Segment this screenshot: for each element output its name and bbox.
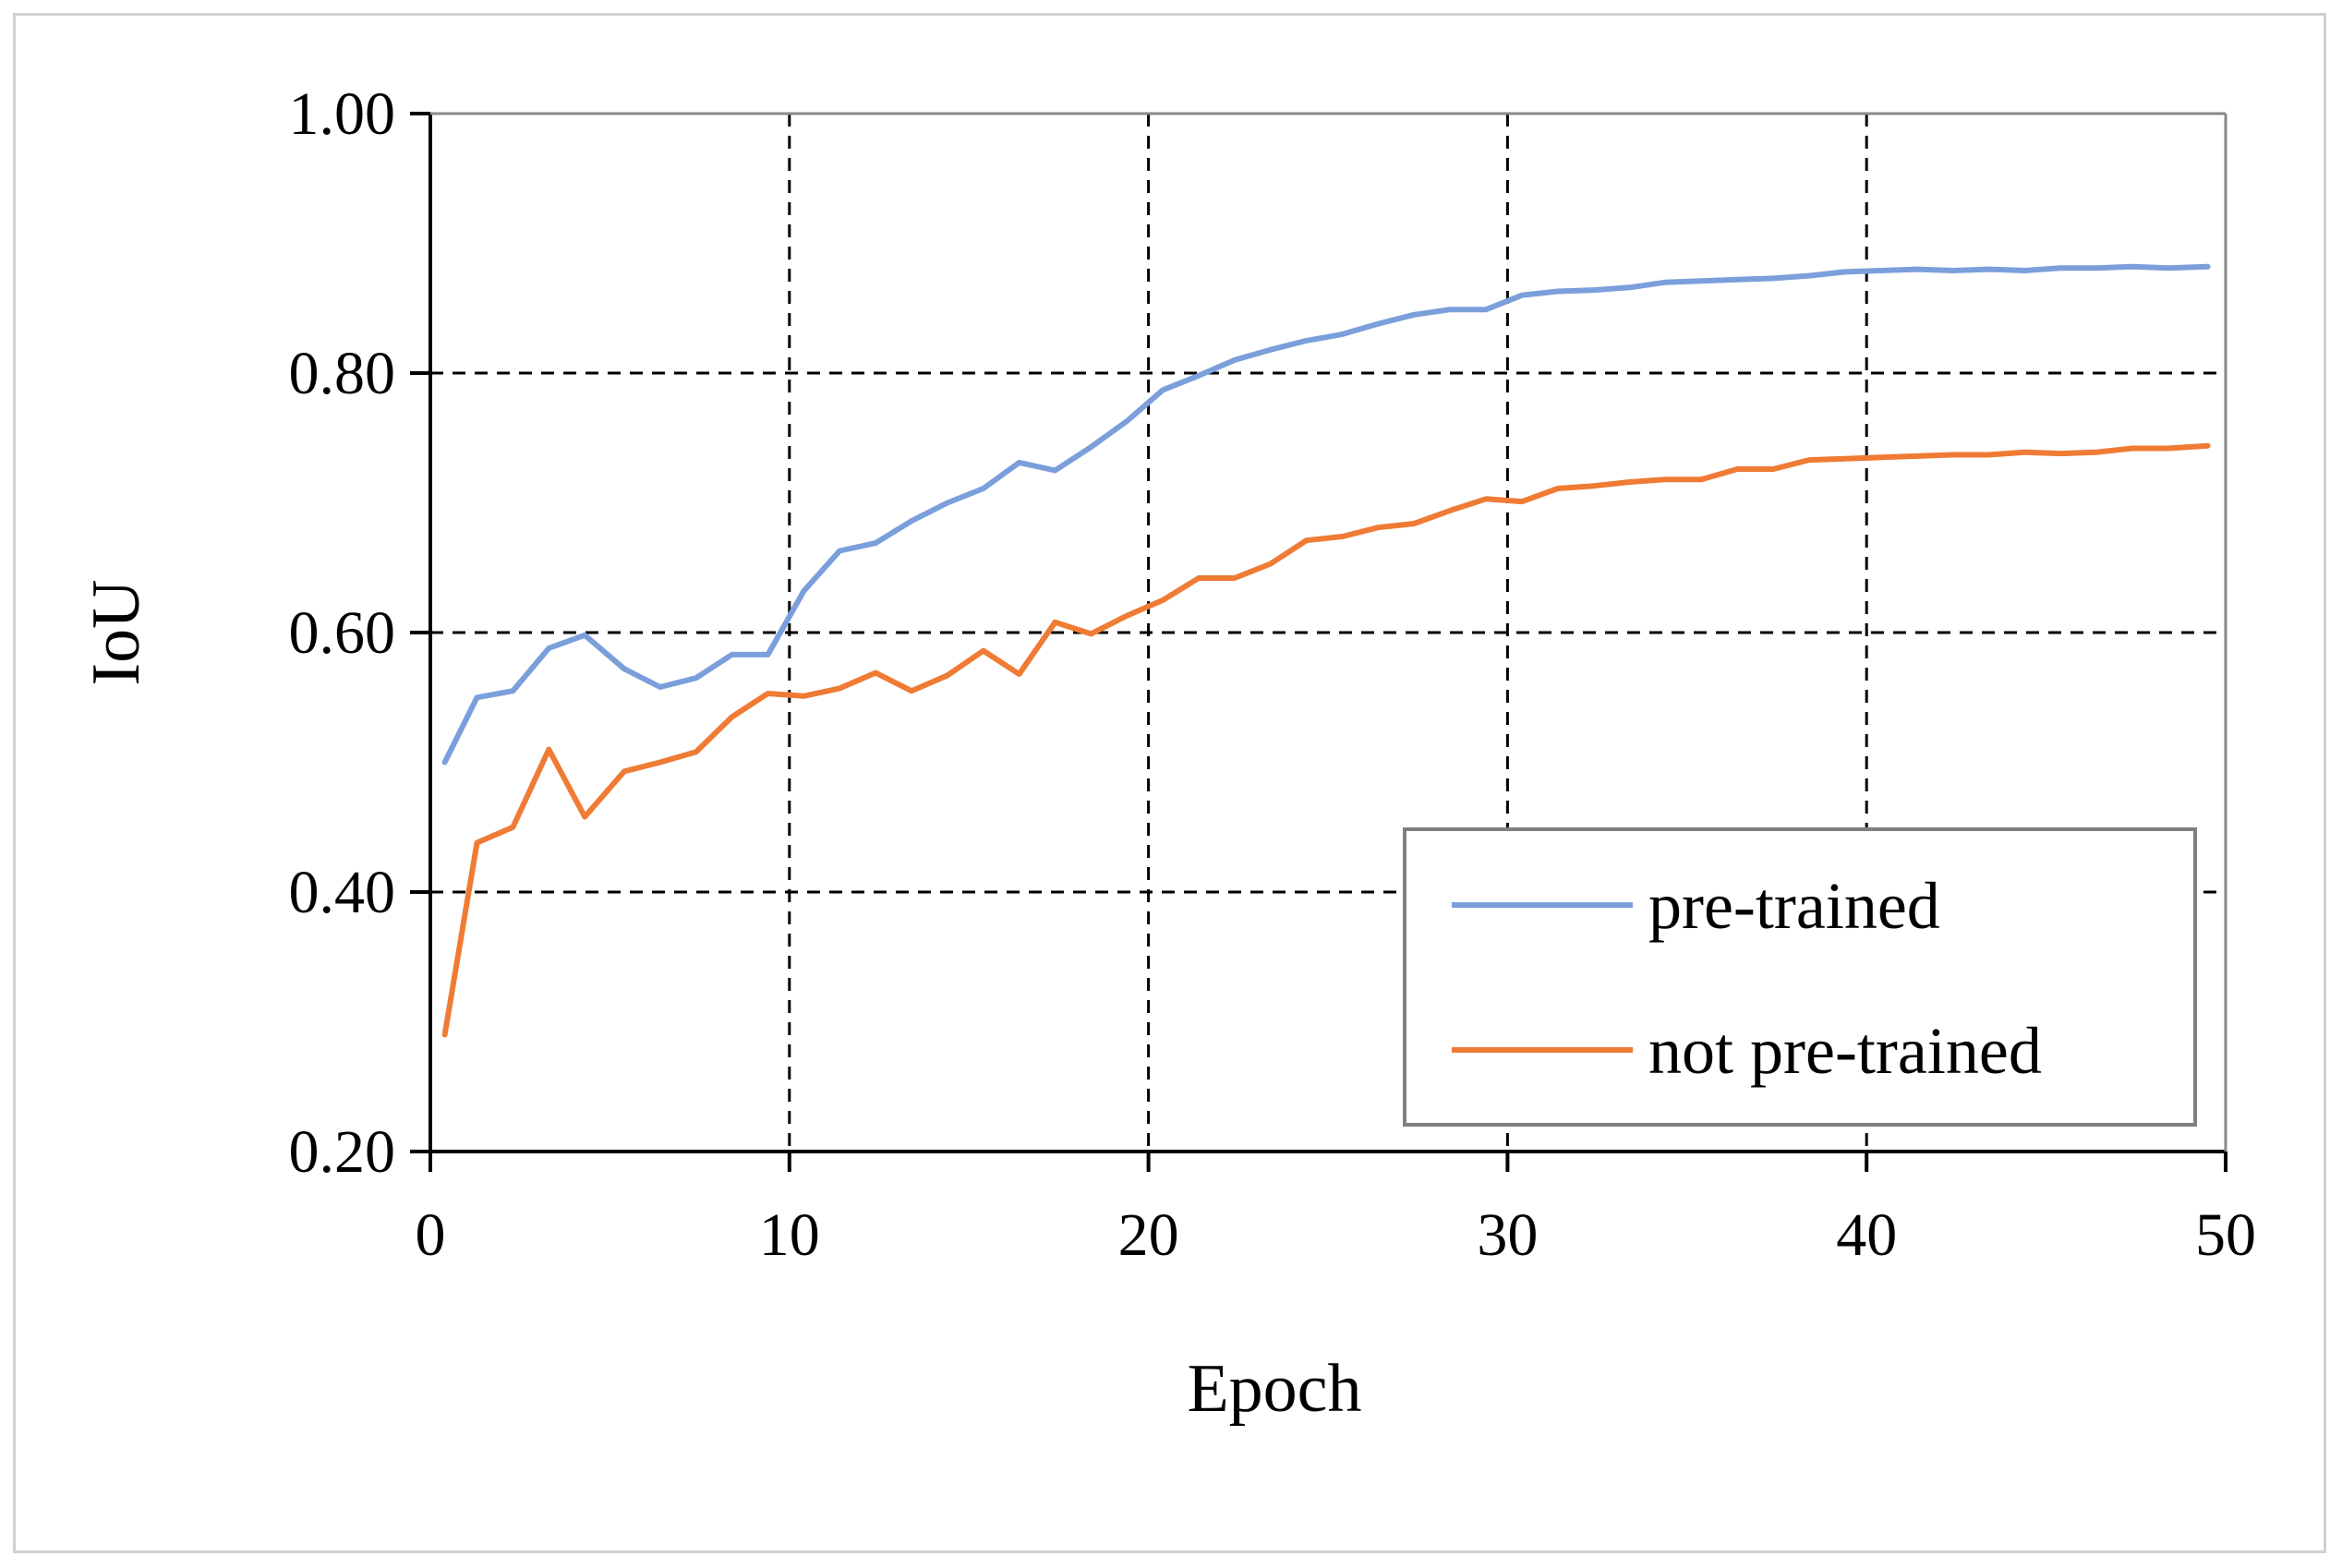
x-tick-label: 0 [416, 1201, 446, 1269]
series-lines [441, 263, 2211, 1038]
x-tick-label: 40 [1836, 1201, 1897, 1269]
x-axis-label: Epoch [1187, 1351, 1361, 1427]
axes [410, 112, 2227, 1172]
x-tick-label: 30 [1477, 1201, 1538, 1269]
series-line-pre-trained [441, 263, 2211, 766]
y-tick-label: 1.00 [289, 80, 396, 148]
series-line-not-pre-trained [441, 442, 2211, 1038]
x-tick-labels: 0 10 20 30 40 50 [416, 1201, 2257, 1269]
legend-label-pre-trained: pre-trained [1648, 869, 1940, 943]
y-tick-label: 0.20 [289, 1118, 396, 1186]
legend-label-not-pre-trained: not pre-trained [1648, 1014, 2042, 1088]
y-tick-label: 0.80 [289, 340, 396, 407]
y-tick-label: 0.40 [289, 859, 396, 926]
y-tick-labels: 0.20 0.40 0.60 0.80 1.00 [289, 80, 396, 1186]
x-tick-label: 50 [2195, 1201, 2256, 1269]
y-tick-label: 0.60 [289, 599, 396, 667]
legend: pre-trained not pre-trained [1403, 827, 2197, 1127]
x-tick-label: 20 [1118, 1201, 1179, 1269]
y-axis-label: IoU [78, 579, 154, 685]
x-tick-label: 10 [759, 1201, 820, 1269]
legend-box [1403, 827, 2197, 1127]
